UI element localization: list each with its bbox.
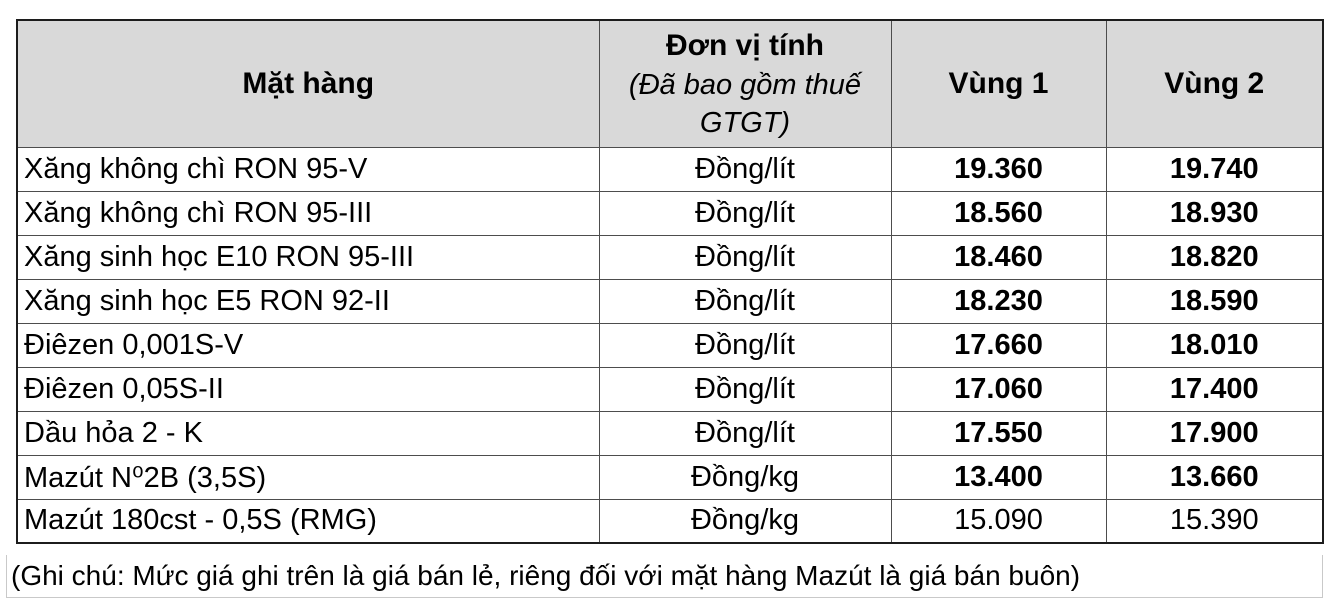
unit-cell: Đồng/lít [598,234,892,280]
product-cell: Mazút 180cst - 0,5S (RMG) [16,498,600,544]
header-region1: Vùng 1 [890,19,1107,148]
table-row: Điêzen 0,001S-V Đồng/lít 17.660 18.010 [16,322,1324,368]
region1-value-cell: 18.560 [890,190,1107,236]
region2-value-cell: 18.820 [1105,234,1324,280]
region1-value-cell: 17.660 [890,322,1107,368]
unit-cell: Đồng/kg [598,498,892,544]
table-header: Mặt hàng Đơn vị tính (Đã bao gồm thuế GT… [16,19,1324,148]
header-region2: Vùng 2 [1105,19,1324,148]
unit-cell: Đồng/kg [598,454,892,500]
region2-value-cell: 19.740 [1105,146,1324,192]
header-unit-subtitle: (Đã bao gồm thuế GTGT) [628,68,862,139]
region1-value-cell: 19.360 [890,146,1107,192]
unit-cell: Đồng/lít [598,322,892,368]
product-cell: Xăng không chì RON 95-V [16,146,600,192]
table-row: Mazút N⁰2B (3,5S) Đồng/kg 13.400 13.660 [16,454,1324,500]
product-cell: Xăng không chì RON 95-III [16,190,600,236]
footnote: (Ghi chú: Mức giá ghi trên là giá bán lẻ… [6,555,1323,598]
table-body: Xăng không chì RON 95-V Đồng/lít 19.360 … [16,146,1324,544]
unit-cell: Đồng/lít [598,190,892,236]
region1-value-cell: 18.460 [890,234,1107,280]
table-row: Xăng không chì RON 95-III Đồng/lít 18.56… [16,190,1324,236]
table-row: Dầu hỏa 2 - K Đồng/lít 17.550 17.900 [16,410,1324,456]
product-cell: Mazút N⁰2B (3,5S) [16,454,600,500]
unit-cell: Đồng/lít [598,366,892,412]
region2-value-cell: 13.660 [1105,454,1324,500]
region2-value-cell: 15.390 [1105,498,1324,544]
product-cell: Điêzen 0,05S-II [16,366,600,412]
header-unit: Đơn vị tính (Đã bao gồm thuế GTGT) [598,19,892,148]
region1-value-cell: 13.400 [890,454,1107,500]
header-row: Mặt hàng Đơn vị tính (Đã bao gồm thuế GT… [16,19,1324,148]
region2-value-cell: 18.930 [1105,190,1324,236]
region2-value-cell: 18.590 [1105,278,1324,324]
region1-value-cell: 17.060 [890,366,1107,412]
region2-value-cell: 17.400 [1105,366,1324,412]
fuel-price-table: Mặt hàng Đơn vị tính (Đã bao gồm thuế GT… [16,19,1324,544]
unit-cell: Đồng/lít [598,278,892,324]
product-cell: Điêzen 0,001S-V [16,322,600,368]
header-product: Mặt hàng [16,19,600,148]
region2-value-cell: 17.900 [1105,410,1324,456]
table-row: Điêzen 0,05S-II Đồng/lít 17.060 17.400 [16,366,1324,412]
table-row: Mazút 180cst - 0,5S (RMG) Đồng/kg 15.090… [16,498,1324,544]
product-cell: Dầu hỏa 2 - K [16,410,600,456]
table-row: Xăng không chì RON 95-V Đồng/lít 19.360 … [16,146,1324,192]
unit-cell: Đồng/lít [598,410,892,456]
unit-cell: Đồng/lít [598,146,892,192]
region1-value-cell: 15.090 [890,498,1107,544]
region1-value-cell: 17.550 [890,410,1107,456]
product-cell: Xăng sinh học E10 RON 95-III [16,234,600,280]
product-cell: Xăng sinh học E5 RON 92-II [16,278,600,324]
region2-value-cell: 18.010 [1105,322,1324,368]
header-unit-title: Đơn vị tính [666,28,824,62]
region1-value-cell: 18.230 [890,278,1107,324]
table-row: Xăng sinh học E10 RON 95-III Đồng/lít 18… [16,234,1324,280]
table-row: Xăng sinh học E5 RON 92-II Đồng/lít 18.2… [16,278,1324,324]
